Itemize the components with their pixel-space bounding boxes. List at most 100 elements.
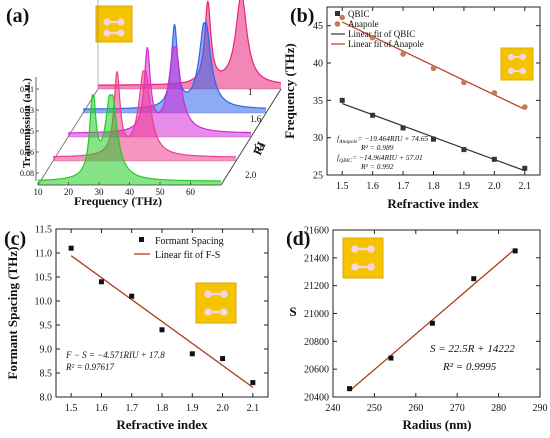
point-qbic xyxy=(431,136,436,142)
x-tick-label: 290 xyxy=(533,403,548,414)
point-qbic xyxy=(370,112,376,118)
panel-a: (a) 0.080.160.250.330.41 10 20 30 40 50 60 11… xyxy=(6,0,282,208)
panel-d-inset-structure xyxy=(342,237,384,279)
panel-d-ticks: 240 250 260 270 280 290 20400 20600 20800 21000 21… xyxy=(304,226,548,415)
y-tick-label: 9.0 xyxy=(40,345,53,356)
y-tick-label: 35 xyxy=(313,96,323,107)
x-tick-label: 1.7 xyxy=(397,181,410,192)
x-tick-label: 2.0 xyxy=(488,181,501,192)
panel-d-points xyxy=(347,248,518,392)
panel-a-depth-label: RI xyxy=(250,139,268,157)
panel-d-fit-line xyxy=(349,248,516,392)
x-tick-label: 1.5 xyxy=(65,403,78,414)
panel-b-equations: fAnapole= −19.464RIU + 74.65 R² = 0.989 … xyxy=(337,134,428,171)
point-anapole xyxy=(461,79,467,86)
eq-anapole: fAnapole= −19.464RIU + 74.65 xyxy=(337,134,428,145)
x-tick-label: 240 xyxy=(326,403,341,414)
point-formant-spacing xyxy=(189,351,195,357)
point-s xyxy=(347,386,353,392)
y-tick-label: 11.0 xyxy=(35,249,52,260)
panel-c-xlabel: Refractive index xyxy=(116,417,208,432)
panel-a-inset-structure xyxy=(95,5,133,43)
y-tick-label: 10.0 xyxy=(35,297,53,308)
point-qbic xyxy=(491,156,497,162)
z-tick-label: 0.33 xyxy=(20,106,34,115)
fit-line-s xyxy=(349,248,516,392)
x-tick-label: 280 xyxy=(491,403,506,414)
panel-c-label: (c) xyxy=(4,228,26,250)
point-anapole xyxy=(400,51,406,57)
panel-a-xlabel: Frequency (THz) xyxy=(74,194,162,208)
trace-fill-0 xyxy=(98,0,281,89)
panel-c-ticks: 1.5 1.6 1.7 1.8 1.9 2.0 2.1 8.0 8.5 9.0 9.5 10.0 10.… xyxy=(35,225,268,414)
y-tick-label: 8.5 xyxy=(40,369,53,380)
legend-fit-anapole: Linear fit of Anapole xyxy=(348,39,424,49)
panel-b-xlabel: Refractive index xyxy=(387,196,479,211)
x-tick-label: 2.1 xyxy=(247,403,260,414)
trace-line-4 xyxy=(38,94,221,182)
y-tick-label: 21000 xyxy=(304,309,329,320)
y-tick-label: 45 xyxy=(313,21,323,32)
panel-b-ylabel: Frequency (THz) xyxy=(282,43,297,138)
point-formant-spacing xyxy=(250,380,256,386)
x-tick-label: 1.7 xyxy=(125,403,138,414)
x-tick-label: 250 xyxy=(367,403,382,414)
panel-a-ylabel: Transmission (a.u.) xyxy=(21,78,33,168)
panel-a-depth-axis: 1 1.6 1.8 2.0 xyxy=(220,87,282,186)
legend-qbic: QBIC xyxy=(348,9,370,19)
y-tick-label: 25 xyxy=(313,171,323,182)
panel-c-fit-line xyxy=(70,255,254,388)
y-tick-label: 21600 xyxy=(304,226,329,237)
point-qbic xyxy=(522,165,528,171)
y-tick-label: 10.5 xyxy=(35,273,53,284)
legend-anapole: Anapole xyxy=(348,19,379,29)
trace-line-0 xyxy=(98,0,282,86)
legend-fs: Formant Spacing xyxy=(155,236,224,247)
panel-c-points xyxy=(68,245,256,386)
panel-b: (b) 1.5 1.6 1.7 1.8 1.9 2.0 2.1 25 30 35 40 45 QBIC… xyxy=(282,5,541,211)
x-tick-label: 1.5 xyxy=(336,181,349,192)
panel-c: (c) 1.5 1.6 1.7 1.8 1.9 2.0 2.1 8.0 8.5 9.0 9.5 10.… xyxy=(4,225,269,432)
panel-c-r2: R² = 0.97617 xyxy=(65,362,115,372)
x-tick-label: 1.8 xyxy=(427,181,440,192)
trace-fill-2 xyxy=(68,47,251,137)
x-tick-label: 1.8 xyxy=(156,403,169,414)
x-tick-label: 60 xyxy=(186,187,196,197)
trace-fill-3 xyxy=(53,71,236,161)
point-anapole xyxy=(339,14,346,21)
panel-b-points xyxy=(339,14,528,171)
point-qbic xyxy=(400,125,406,131)
depth-tick-label: 2.0 xyxy=(245,170,257,180)
point-s xyxy=(471,276,477,282)
panel-d-r2: R² = 0.9995 xyxy=(442,361,497,373)
depth-tick-label: 1 xyxy=(248,87,253,97)
z-tick-label: 0.41 xyxy=(20,85,34,94)
point-s xyxy=(388,355,394,361)
x-tick-label: 1.9 xyxy=(458,181,471,192)
point-qbic xyxy=(461,147,467,153)
x-tick-label: 1.6 xyxy=(366,181,379,192)
point-formant-spacing xyxy=(98,279,104,285)
panel-a-z-axis: 0.08 0.16 0.25 0.33 0.41 xyxy=(20,77,39,181)
panel-c-equation: F − S = −4.571RIU + 17.8 xyxy=(65,350,165,360)
x-tick-label: 1.6 xyxy=(95,403,108,414)
x-tick-label: 20 xyxy=(64,187,74,197)
legend-marker-fs xyxy=(139,237,144,242)
eq-anapole-r2: R² = 0.989 xyxy=(360,143,394,152)
depth-axis-line xyxy=(220,88,282,186)
y-tick-label: 20800 xyxy=(304,337,329,348)
point-formant-spacing xyxy=(129,293,135,299)
legend-fit-qbic: Linear fit of QBIC xyxy=(348,29,415,39)
x-tick-label: 2.1 xyxy=(519,181,532,192)
depth-tick-label: 1.6 xyxy=(250,114,262,124)
x-tick-label: 270 xyxy=(450,403,465,414)
panel-a-traces xyxy=(38,0,282,185)
depth-tick-label: 1.8 xyxy=(253,142,265,152)
y-tick-label: 8.0 xyxy=(40,393,53,404)
panel-a-x-axis: 10 20 30 40 50 60 xyxy=(34,182,221,197)
z-tick-label: 0.25 xyxy=(20,127,34,136)
point-anapole xyxy=(430,65,437,72)
point-formant-spacing xyxy=(159,327,165,333)
point-anapole xyxy=(521,104,528,110)
